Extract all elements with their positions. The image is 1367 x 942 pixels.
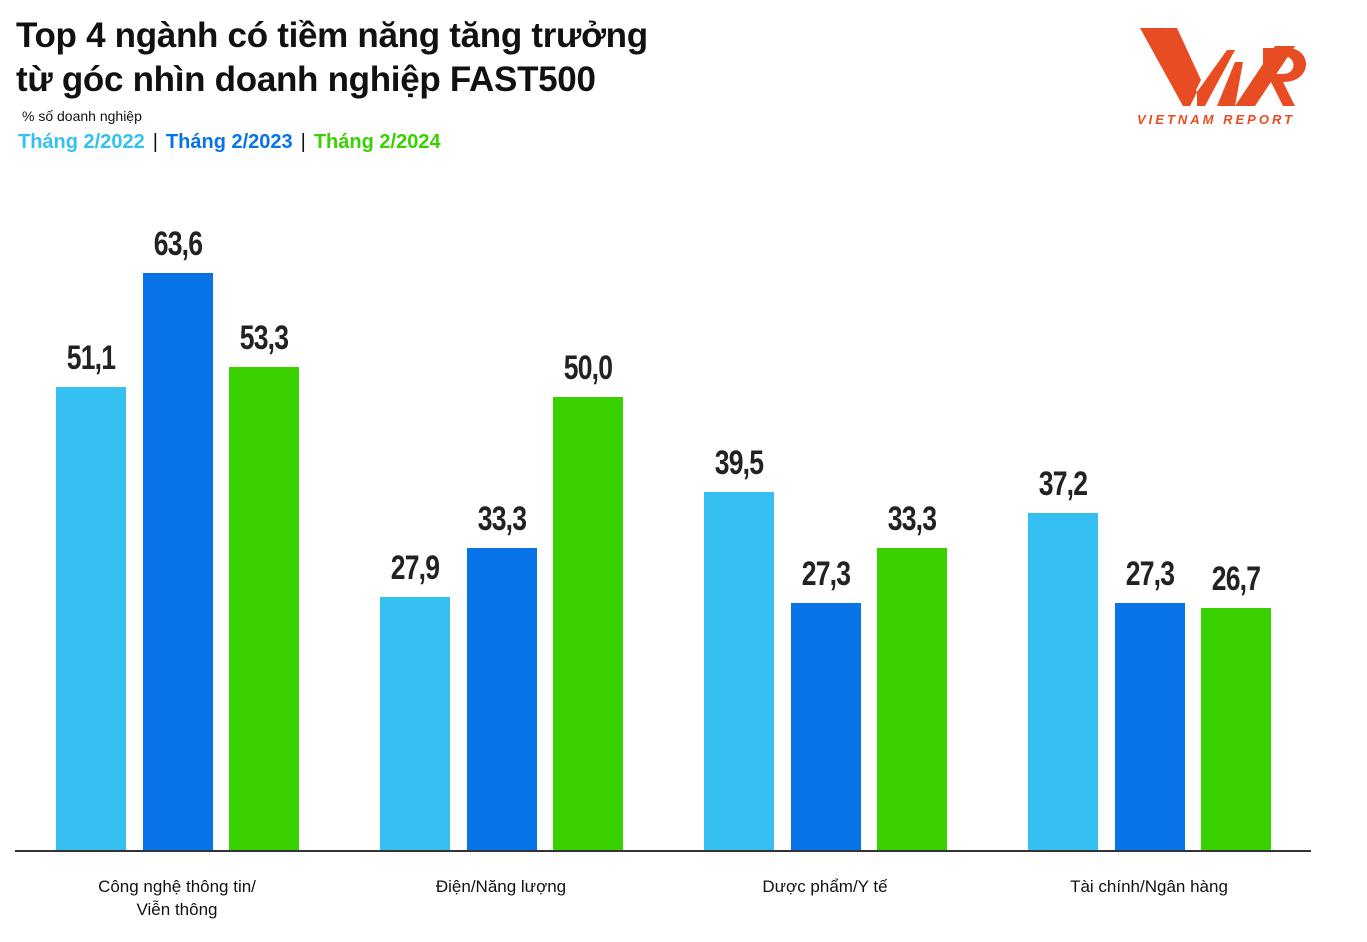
category-label: Công nghệ thông tin/Viễn thông bbox=[47, 875, 307, 921]
bar-value-label: 33,3 bbox=[477, 500, 526, 539]
category-label: Tài chính/Ngân hàng bbox=[1019, 875, 1279, 898]
legend-separator: | bbox=[152, 131, 158, 153]
bar-value-label: 27,3 bbox=[801, 554, 850, 593]
bar-value-label: 33,3 bbox=[887, 500, 937, 539]
bar-value-label: 37,2 bbox=[1038, 464, 1088, 503]
bar bbox=[1028, 512, 1098, 851]
chart-title-line-2: từ góc nhìn doanh nghiệp FAST500 bbox=[16, 60, 596, 99]
chart-title: Top 4 ngành có tiềm năng tăng trưởng từ … bbox=[16, 14, 648, 102]
bar bbox=[877, 548, 947, 851]
category-label-line: Dược phẩm/Y tế bbox=[762, 877, 888, 896]
bar-value-label: 53,3 bbox=[239, 318, 289, 357]
bar bbox=[1201, 608, 1271, 851]
x-axis-line bbox=[15, 850, 1311, 852]
bar-value-label: 63,6 bbox=[153, 224, 202, 263]
bar-value-label: 27,9 bbox=[390, 549, 440, 588]
legend-item-2023: Tháng 2/2023 bbox=[165, 131, 293, 153]
category-label: Dược phẩm/Y tế bbox=[695, 875, 955, 898]
bar bbox=[56, 386, 126, 851]
vnr-logo-icon bbox=[1140, 28, 1307, 106]
bar bbox=[790, 602, 861, 851]
category-label-line: Viễn thông bbox=[136, 900, 218, 919]
bar bbox=[704, 491, 774, 851]
bar bbox=[229, 366, 299, 851]
legend-separator: | bbox=[300, 131, 306, 153]
category-label-line: Công nghệ thông tin/ bbox=[98, 877, 256, 896]
bar-value-label: 39,5 bbox=[714, 443, 764, 482]
category-label: Điện/Năng lượng bbox=[371, 875, 631, 898]
legend: Tháng 2/2022 | Tháng 2/2023 | Tháng 2/2024 bbox=[18, 131, 441, 154]
legend-item-2024: Tháng 2/2024 bbox=[313, 131, 441, 153]
legend-item-2022: Tháng 2/2022 bbox=[18, 131, 145, 153]
bar-value-label: 51,1 bbox=[66, 338, 116, 377]
bar bbox=[466, 548, 537, 851]
bar-value-label: 27,3 bbox=[1125, 554, 1174, 593]
bar-value-label: 50,0 bbox=[563, 348, 613, 387]
unit-label: % số doanh nghiệp bbox=[22, 108, 142, 124]
chart-title-line-1: Top 4 ngành có tiềm năng tăng trưởng bbox=[16, 16, 648, 55]
bar bbox=[553, 396, 623, 851]
bar-value-label: 26,7 bbox=[1211, 560, 1261, 599]
category-label-line: Tài chính/Ngân hàng bbox=[1070, 877, 1228, 896]
bar bbox=[1114, 602, 1185, 851]
bar bbox=[142, 272, 213, 851]
logo-text: VIETNAM REPORT bbox=[1137, 112, 1296, 127]
category-label-line: Điện/Năng lượng bbox=[435, 877, 567, 896]
bar bbox=[380, 597, 450, 851]
